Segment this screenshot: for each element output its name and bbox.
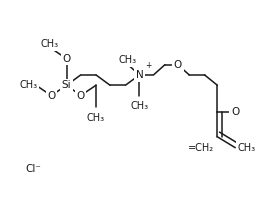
Text: O: O: [231, 107, 239, 117]
Text: O: O: [76, 91, 85, 100]
Text: Cl⁻: Cl⁻: [26, 164, 41, 174]
Text: CH₃: CH₃: [238, 143, 256, 153]
Text: =CH₂: =CH₂: [188, 143, 214, 153]
Text: +: +: [145, 61, 152, 70]
Text: Si: Si: [62, 80, 72, 90]
Text: O: O: [174, 60, 182, 70]
Text: CH₃: CH₃: [119, 55, 137, 65]
Text: CH₃: CH₃: [87, 113, 105, 123]
Text: CH₃: CH₃: [41, 39, 59, 49]
Text: N: N: [135, 70, 143, 80]
Text: O: O: [47, 91, 55, 100]
Text: CH₃: CH₃: [19, 80, 37, 90]
Text: CH₃: CH₃: [130, 101, 149, 111]
Text: O: O: [63, 54, 71, 64]
